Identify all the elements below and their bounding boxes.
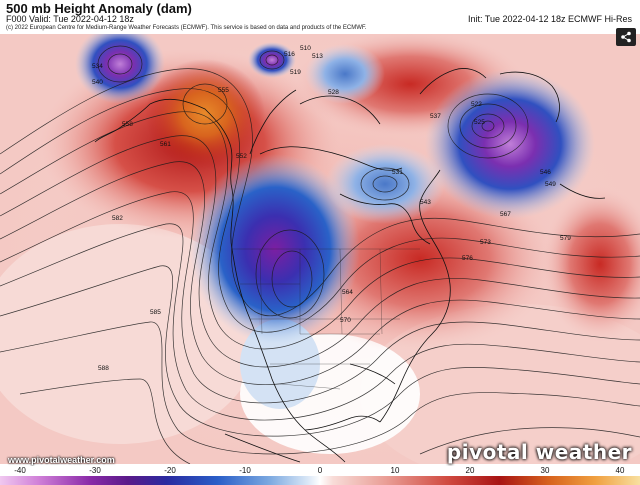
contour-label: 519 — [290, 69, 301, 76]
contour-label: 552 — [236, 153, 247, 160]
state-borders — [232, 248, 420, 390]
colorbar-tick: 10 — [390, 466, 400, 475]
colorbar-tick: -10 — [239, 466, 251, 475]
contour-label: 546 — [540, 169, 551, 176]
colorbar-tick: 30 — [540, 466, 550, 475]
contour-label: 528 — [328, 89, 339, 96]
contour-label: 522 — [471, 101, 482, 108]
contour-label: 567 — [500, 211, 511, 218]
contour-label: 570 — [340, 317, 351, 324]
share-button[interactable] — [616, 28, 636, 46]
contour-label: 537 — [430, 113, 441, 120]
contour-label: 558 — [122, 121, 133, 128]
contour-label: 579 — [560, 235, 571, 242]
contour-label: 513 — [312, 53, 323, 60]
valid-prefix: F000 Valid: — [6, 14, 51, 24]
contour-label: 555 — [218, 87, 229, 94]
valid-time-value: Tue 2022-04-12 18z — [53, 14, 134, 24]
contour-label: 525 — [474, 119, 485, 126]
contour-label: 516 — [284, 51, 295, 58]
colorbar-tick: -40 — [14, 466, 26, 475]
contour-label: 585 — [150, 309, 161, 316]
arctic-low-1 — [248, 42, 296, 78]
colorbar-tick: 0 — [317, 466, 323, 475]
colorbar-tick: -30 — [89, 466, 101, 475]
anomaly-map: 510 513 516 519 522 525 528 531 534 537 … — [0, 24, 640, 484]
contour-label: 540 — [92, 79, 103, 86]
arctic-low-2 — [305, 44, 385, 104]
share-icon — [621, 31, 631, 43]
contour-label: 510 — [300, 45, 311, 52]
colorbar-tick: 40 — [615, 466, 625, 475]
map-canvas: 510 513 516 519 522 525 528 531 534 537 … — [0, 24, 640, 484]
contour-label: 549 — [545, 181, 556, 188]
contour-label: 534 — [92, 63, 103, 70]
greenland-trough — [425, 69, 595, 219]
contour-label: 582 — [112, 215, 123, 222]
map-title: 500 mb Height Anomaly (dam) — [6, 1, 192, 16]
bering-trough — [75, 24, 165, 104]
colorbar-tick: -20 — [164, 466, 176, 475]
site-url[interactable]: www.pivotalweather.com — [8, 455, 115, 465]
hudson-low — [325, 144, 445, 224]
east-atlantic-anomaly — [540, 184, 640, 344]
init-time: Init: Tue 2022-04-12 18z ECMWF Hi-Res — [467, 14, 632, 24]
contour-label: 543 — [420, 199, 431, 206]
colorbar: -40 -30 -20 -10 0 10 20 30 40 — [0, 466, 640, 485]
colorbar-tick: 20 — [465, 466, 475, 475]
contour-label: 588 — [98, 365, 109, 372]
contour-label: 576 — [462, 255, 473, 262]
height-contours — [0, 45, 640, 465]
map-header: 500 mb Height Anomaly (dam) F000 Valid: … — [0, 0, 640, 34]
alaska-ridge-core — [145, 59, 265, 169]
contour-label: 564 — [342, 289, 353, 296]
contour-label: 531 — [392, 169, 403, 176]
contour-labels: 510 513 516 519 522 525 528 531 534 537 … — [92, 45, 571, 372]
brand-logo: pivotal weather — [446, 440, 632, 464]
copyright-notice: (c) 2022 European Centre for Medium-Rang… — [6, 25, 367, 31]
contour-label: 561 — [160, 141, 171, 148]
valid-time: F000 Valid: Tue 2022-04-12 18z — [6, 14, 134, 24]
contour-label: 573 — [480, 239, 491, 246]
colorbar-strip — [0, 476, 640, 485]
